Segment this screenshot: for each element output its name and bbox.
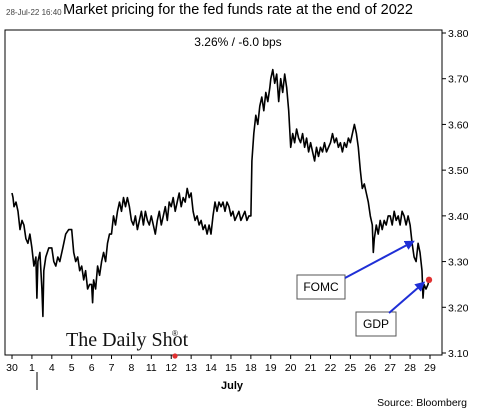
y-tick-label: 3.10 <box>448 348 469 360</box>
x-tick-label: 15 <box>225 362 237 374</box>
x-tick-label: 14 <box>205 362 217 374</box>
annotation-gdp: GDP <box>355 281 426 337</box>
y-tick-label: 3.40 <box>448 211 469 223</box>
x-tick-label: 1 <box>29 362 35 374</box>
brand-name: The Daily Shot <box>66 329 189 351</box>
annotation-gdp-box <box>355 311 397 337</box>
annotation-gdp-label: GDP <box>363 317 389 331</box>
brand-mark: ® <box>172 329 178 338</box>
y-tick-label: 3.30 <box>448 257 469 269</box>
x-tick-label: 6 <box>89 362 95 374</box>
y-tick-label: 3.80 <box>448 28 469 40</box>
x-tick-label: 25 <box>345 362 357 374</box>
source-note: Source: Bloomberg <box>377 397 467 409</box>
x-tick-label: 21 <box>305 362 317 374</box>
y-tick-label: 3.60 <box>448 119 469 131</box>
chart-subtitle: 3.26% / -6.0 bps <box>194 35 281 49</box>
y-axis: 3.10 3.20 3.30 3.40 3.50 3.60 3.70 3.80 <box>442 28 469 360</box>
series-line <box>11 68 430 318</box>
y-tick-label: 3.70 <box>448 74 469 86</box>
x-tick-label: 22 <box>325 362 337 374</box>
annotation-gdp-arrow <box>388 281 426 314</box>
x-tick-label: 12 <box>165 362 177 374</box>
brand-logo: The Daily Shot ® <box>66 329 189 359</box>
annotation-fomc: FOMC <box>296 240 415 300</box>
x-tick-label: 13 <box>185 362 197 374</box>
x-tick-label: 4 <box>49 362 55 374</box>
annotation-fomc-arrow <box>344 240 415 279</box>
annotation-fomc-label: FOMC <box>303 280 339 294</box>
x-tick-label: 27 <box>384 362 396 374</box>
y-tick-label: 3.20 <box>448 302 469 314</box>
x-tick-label: 26 <box>364 362 376 374</box>
plot-frame <box>4 29 443 356</box>
chart-title: Market pricing for the fed funds rate at… <box>63 2 413 18</box>
x-tick-label: 5 <box>69 362 75 374</box>
x-tick-label: 8 <box>129 362 135 374</box>
x-tick-label: 19 <box>265 362 277 374</box>
x-tick-label: 30 <box>6 362 18 374</box>
x-axis-label: July <box>221 380 244 392</box>
x-tick-label: 28 <box>404 362 416 374</box>
brand-dot-icon <box>172 353 178 359</box>
timestamp: 28-Jul-22 16:40 <box>6 8 62 17</box>
annotation-fomc-box <box>296 274 346 300</box>
last-value-marker <box>425 276 433 284</box>
x-tick-label: 18 <box>245 362 257 374</box>
x-tick-label: 29 <box>424 362 436 374</box>
x-tick-label: 11 <box>146 362 157 374</box>
x-tick-label: 20 <box>285 362 297 374</box>
y-tick-label: 3.50 <box>448 165 469 177</box>
x-tick-label: 7 <box>109 362 115 374</box>
x-axis: 30 1 4 5 6 7 8 11 12 13 14 15 18 19 20 21 22 25 26 27 28 29 <box>6 355 436 374</box>
